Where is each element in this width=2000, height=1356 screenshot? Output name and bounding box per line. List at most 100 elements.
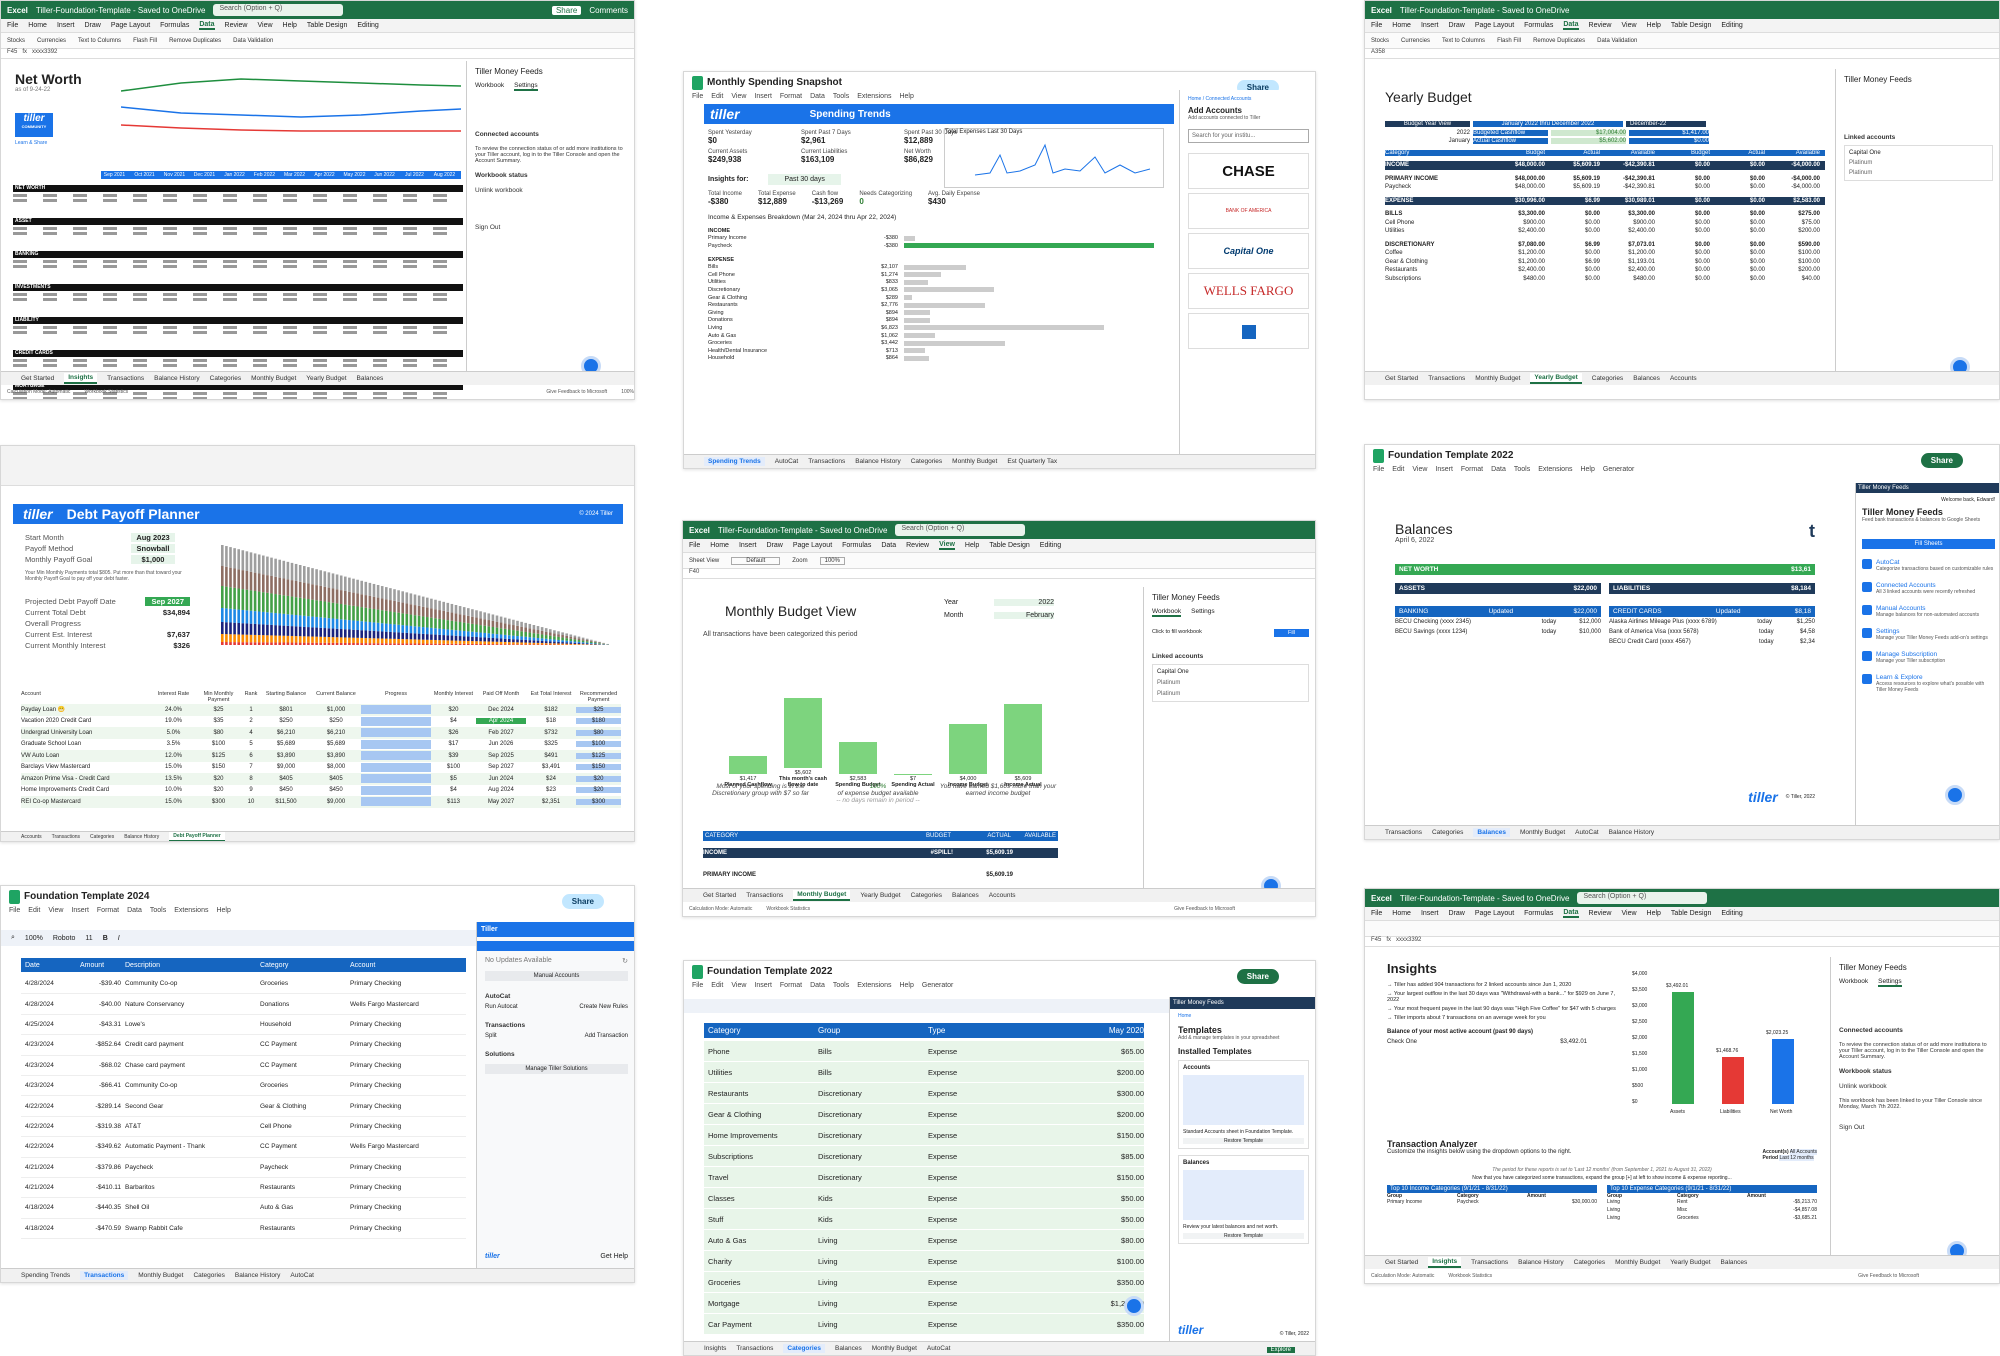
share-button[interactable]: Share — [1920, 453, 1963, 468]
table-cell[interactable]: CC Payment — [260, 1061, 297, 1069]
sheet-tab[interactable]: Monthly Budget — [251, 375, 297, 382]
menu-item[interactable]: View — [731, 93, 747, 100]
menu-item[interactable]: Editing — [1039, 542, 1062, 549]
menu-item[interactable]: File — [692, 93, 704, 100]
bank-capital-one[interactable]: Capital One — [1188, 233, 1309, 269]
sheet-tab[interactable]: Monthly Budget — [871, 1345, 917, 1352]
sheet-tab[interactable]: Balances — [1633, 375, 1660, 382]
menu-item[interactable]: Data — [1563, 909, 1579, 918]
search-input[interactable]: Search (Option + Q) — [1577, 892, 1708, 904]
sheet-tab[interactable]: AutoCat — [290, 1272, 314, 1279]
menu-item[interactable]: Insert — [1435, 466, 1453, 473]
sheet-tab[interactable]: Accounts — [21, 833, 42, 840]
sheet-tab[interactable]: Insights — [1428, 1257, 1462, 1268]
menu-item[interactable]: Page Layout — [1474, 910, 1515, 917]
menu-item[interactable]: Draw — [766, 542, 783, 549]
menu-item[interactable]: Review — [224, 22, 248, 29]
sheet-tab[interactable]: Est Quarterly Tax — [1007, 458, 1058, 465]
sheet-tab[interactable]: Balance History — [124, 833, 160, 840]
menu-item[interactable]: Help — [1580, 466, 1595, 473]
menu-item[interactable]: Data — [127, 907, 142, 914]
menu-item[interactable]: Table Design — [1670, 910, 1712, 917]
comments-button[interactable]: Comments — [589, 5, 628, 15]
sheet-tab[interactable]: Transactions — [1385, 829, 1422, 836]
menu-item[interactable]: Draw — [84, 22, 101, 29]
sidebar-menu-item[interactable]: Connected Accounts All 3 linked accounts … — [1862, 582, 1995, 595]
menu-item[interactable]: Generator — [1602, 466, 1635, 473]
menu-item[interactable]: Home — [1392, 22, 1411, 29]
sheet-tab[interactable]: Balances — [356, 375, 384, 382]
sheet-tab[interactable]: Monthly Budget — [1519, 829, 1566, 836]
menu-item[interactable]: Draw — [1448, 910, 1465, 917]
menu-item[interactable]: Tools — [832, 982, 850, 989]
tab-workbook[interactable]: Workbook — [1839, 978, 1869, 985]
table-cell[interactable]: Primary Checking — [350, 1061, 402, 1069]
tab-settings[interactable]: Settings — [1878, 978, 1902, 987]
menu-item[interactable]: View — [731, 982, 747, 989]
share-button[interactable]: Share — [561, 894, 604, 909]
sheet-tab[interactable]: AutoCat — [1575, 829, 1599, 836]
menu-item[interactable]: Stocks — [7, 37, 26, 44]
table-cell[interactable]: Primary Checking — [350, 980, 402, 988]
category-cell[interactable]: Expense — [928, 1088, 958, 1098]
category-cell[interactable]: Expense — [928, 1256, 958, 1266]
table-cell[interactable]: Paycheck — [260, 1163, 289, 1171]
fill-sheets-button[interactable]: Fill Sheets — [1862, 539, 1995, 549]
sheet-tab[interactable]: Balance History — [154, 375, 200, 382]
sheet-tab[interactable]: Balance History — [855, 458, 901, 465]
menu-item[interactable]: Edit — [711, 982, 724, 989]
manual-accounts-button[interactable]: Manual Accounts — [485, 971, 628, 981]
category-cell[interactable]: Expense — [928, 1151, 958, 1161]
sheet-tab[interactable]: Get Started — [1385, 1259, 1419, 1266]
menu-item[interactable]: Insert — [71, 907, 89, 914]
table-cell[interactable]: Primary Checking — [350, 1204, 402, 1212]
menu-item[interactable]: Review — [1588, 22, 1612, 29]
menu-item[interactable]: Insert — [56, 22, 75, 29]
menu-item[interactable]: Tools — [832, 93, 850, 100]
menu-item[interactable]: Insert — [738, 542, 757, 549]
tab-settings[interactable]: Settings — [1191, 608, 1215, 615]
menu-item[interactable]: Data — [199, 21, 215, 30]
chat-icon[interactable] — [1945, 785, 1965, 805]
run-autocat-button[interactable]: Run Autocat — [485, 1004, 518, 1010]
table-cell[interactable]: Primary Checking — [350, 1041, 402, 1049]
sheet-tab[interactable]: Transactions — [107, 375, 145, 382]
menu-item[interactable]: Page Layout — [110, 22, 151, 29]
menu-item[interactable]: Format — [1460, 466, 1484, 473]
sidebar-menu-item[interactable]: Manual Accounts Manage balances for non-a… — [1862, 605, 1995, 618]
italic-button[interactable]: I — [117, 934, 120, 942]
sheet-tab[interactable]: Balances — [834, 1345, 862, 1352]
sheet-tab[interactable]: Spending Trends — [704, 457, 765, 466]
table-cell[interactable]: Wells Fargo Mastercard — [350, 1143, 419, 1151]
sheet-tab[interactable]: Categories — [193, 1272, 225, 1279]
menu-item[interactable]: View — [1412, 466, 1428, 473]
period-select[interactable]: Last 12 months — [1779, 1155, 1814, 1161]
year-select[interactable]: 2022 — [994, 599, 1054, 606]
category-cell[interactable]: Expense — [928, 1067, 958, 1077]
menu-item[interactable]: View — [1621, 22, 1637, 29]
menu-item[interactable]: Edit — [711, 93, 724, 100]
search-input[interactable]: Search (Option + Q) — [213, 4, 344, 16]
sheet-tab[interactable]: Accounts — [1669, 375, 1697, 382]
menu-item[interactable]: Help — [899, 93, 914, 100]
table-cell[interactable]: Primary Checking — [350, 1184, 402, 1192]
sheet-tab[interactable]: Yearly Budget — [306, 375, 347, 382]
table-cell[interactable]: Donations — [260, 1000, 290, 1008]
table-cell[interactable]: Wells Fargo Mastercard — [350, 1000, 419, 1008]
menu-item[interactable]: Data Validation — [233, 37, 274, 44]
create-rules-button[interactable]: Create New Rules — [579, 1004, 628, 1010]
sheet-tab[interactable]: Categories — [910, 458, 943, 465]
menu-item[interactable]: Help — [282, 22, 297, 29]
sheet-tab[interactable]: Categories — [1591, 375, 1624, 382]
sheet-tab[interactable]: Monthly Budget — [793, 890, 851, 901]
sheet-tab[interactable]: Transactions — [51, 833, 81, 840]
sheet-tab[interactable]: Debt Payoff Planner — [169, 831, 225, 841]
menu-item[interactable]: Data — [810, 982, 825, 989]
menu-item[interactable]: Formulas — [842, 542, 872, 549]
bank-tile[interactable] — [1188, 313, 1309, 349]
formula-bar[interactable]: F40 — [683, 569, 1315, 579]
sheet-tab[interactable]: Transactions — [746, 892, 784, 899]
sheet-tab[interactable]: Categories — [1573, 1259, 1606, 1266]
bold-button[interactable]: B — [102, 934, 108, 942]
bank-chase[interactable]: CHASE — [1188, 153, 1309, 189]
